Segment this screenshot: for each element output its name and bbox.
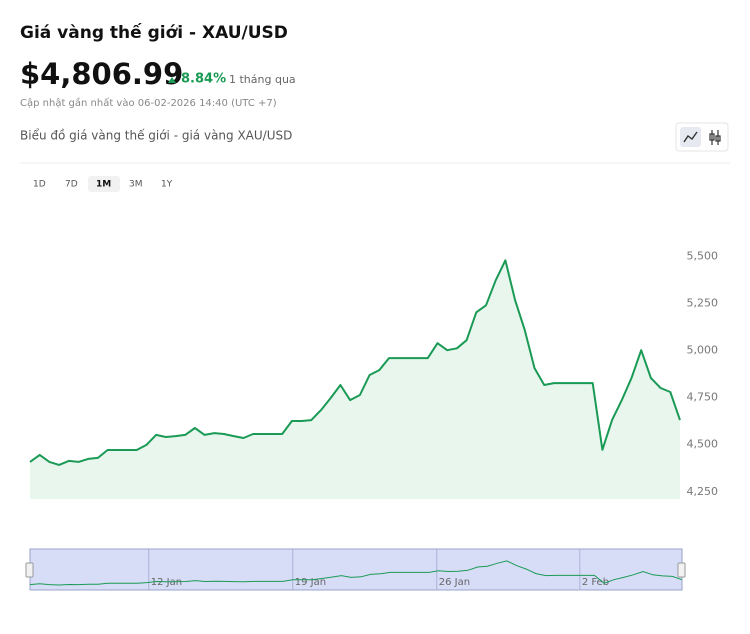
navigator-tick-label: 19 Jan xyxy=(295,577,326,588)
navigator-tick-label: 12 Jan xyxy=(151,577,182,588)
y-tick-label: 4,500 xyxy=(687,438,719,451)
line-icon xyxy=(683,131,698,143)
price: $4,806.99 xyxy=(20,57,183,91)
navigator-tick-label: 2 Feb xyxy=(582,577,609,588)
range-button[interactable]: 7D xyxy=(65,180,78,190)
navigator-line xyxy=(29,560,683,586)
range-button[interactable]: 1M xyxy=(96,180,111,190)
y-tick-label: 5,000 xyxy=(687,344,719,357)
price-change: 8.84% xyxy=(181,72,226,87)
chart-subtitle: Biểu đồ giá vàng thế giới - giá vàng XAU… xyxy=(20,129,292,143)
navigator-handle-right[interactable] xyxy=(677,562,686,578)
y-tick-label: 4,750 xyxy=(687,391,719,404)
range-button[interactable]: 3M xyxy=(129,180,143,190)
range-button-selected[interactable] xyxy=(88,176,120,192)
navigator-handle-left[interactable] xyxy=(25,562,34,578)
y-tick-label: 5,500 xyxy=(687,249,719,262)
range-button[interactable]: 1D xyxy=(33,180,46,190)
navigator[interactable] xyxy=(29,548,683,591)
price-line xyxy=(29,259,681,466)
candle-chart-button[interactable] xyxy=(709,130,721,145)
area xyxy=(30,260,680,499)
updated-time: Cập nhật gần nhất vào 06-02-2026 14:40 (… xyxy=(20,97,277,109)
page-title: Giá vàng thế giới - XAU/USD xyxy=(20,22,288,43)
change-period: 1 tháng qua xyxy=(229,73,296,86)
line-chart-button[interactable] xyxy=(680,127,701,147)
y-tick-label: 4,250 xyxy=(687,485,719,498)
range-button[interactable]: 1Y xyxy=(161,180,173,190)
up-arrow xyxy=(168,77,176,83)
y-tick-label: 5,250 xyxy=(687,296,719,309)
navigator-tick-label: 26 Jan xyxy=(439,577,470,588)
